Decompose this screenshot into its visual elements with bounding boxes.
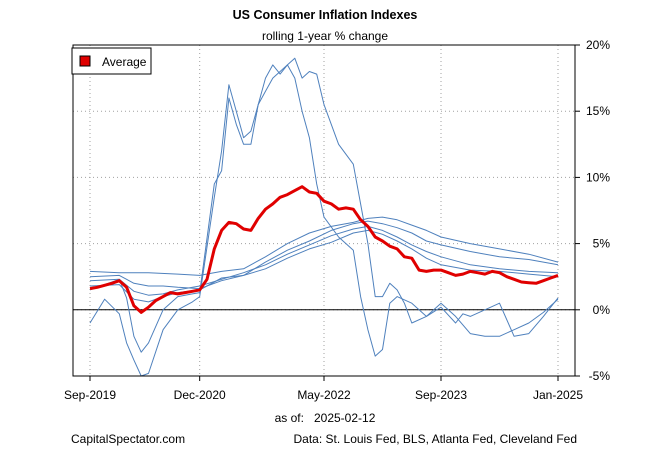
chart-subtitle: rolling 1-year % change (261, 29, 389, 43)
chart-title: US Consumer Inflation Indexes (232, 8, 418, 22)
plot-frame (72, 44, 576, 377)
series-line-component-6 (89, 64, 559, 377)
y-tick-label: 15% (586, 104, 610, 118)
x-tick-label: Jan-2025 (533, 388, 583, 402)
y-tick-label: 5% (593, 237, 611, 251)
series-line-component-3 (89, 225, 559, 296)
data-source-credit: Data: St. Louis Fed, BLS, Atlanta Fed, C… (293, 432, 578, 446)
y-tick-label: 10% (586, 170, 610, 184)
x-tick-label: Sep-2019 (64, 388, 116, 402)
series-line-component-2 (89, 220, 559, 290)
grid-lines (73, 44, 575, 377)
as-of-label: as of: (274, 411, 304, 425)
series-layer (89, 57, 559, 377)
legend: Average (71, 47, 152, 75)
y-tick-label: -5% (589, 369, 611, 383)
as-of-date: 2025-02-12 (313, 411, 376, 425)
legend-label-average: Average (102, 55, 147, 69)
series-line-component-1 (89, 216, 559, 276)
site-credit: CapitalSpectator.com (71, 432, 186, 446)
series-line-average (89, 185, 559, 314)
y-axis: 20% 15% 10% 5% 0% -5% (575, 38, 610, 383)
legend-swatch-average (79, 55, 91, 67)
x-axis: Sep-2019 Dec-2020 May-2022 Sep-2023 Jan-2025 (64, 376, 583, 402)
y-tick-label: 20% (586, 38, 610, 52)
y-tick-label: 0% (593, 303, 611, 317)
x-tick-label: Dec-2020 (174, 388, 226, 402)
x-tick-label: May-2022 (297, 388, 351, 402)
x-tick-label: Sep-2023 (415, 388, 467, 402)
as-of-line: as of: 2025-02-12 (0, 411, 650, 425)
